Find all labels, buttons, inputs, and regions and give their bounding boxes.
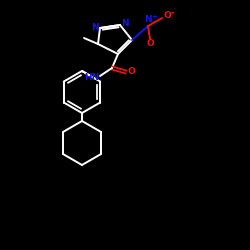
Text: N: N [91,22,99,32]
Text: O: O [127,66,135,76]
Text: +: + [151,14,157,20]
Text: N: N [121,18,129,28]
Text: -: - [170,8,174,18]
Text: HN: HN [84,72,100,82]
Text: N: N [144,16,152,24]
Text: O: O [163,12,171,20]
Text: O: O [146,40,154,48]
